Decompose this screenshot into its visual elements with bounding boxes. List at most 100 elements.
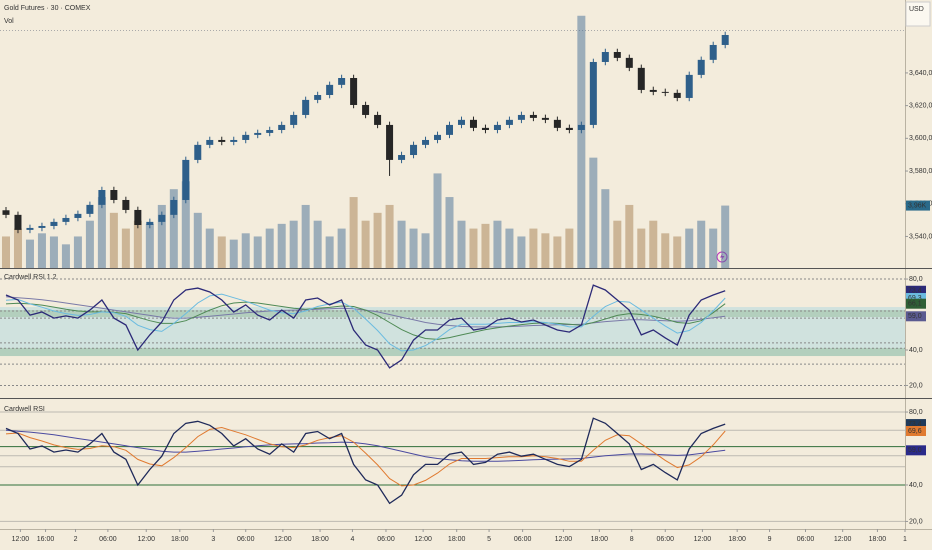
volume-bar: [553, 236, 562, 268]
candle-body: [86, 204, 94, 214]
candle-body: [278, 124, 286, 130]
series-line: [5, 417, 726, 505]
volume-bar: [445, 197, 454, 268]
volume-badge: [906, 200, 930, 211]
volume-bar: [589, 157, 598, 268]
y-tick-label: 40,0: [909, 482, 923, 489]
x-tick-label: 18:00: [869, 536, 887, 543]
series-line: [5, 293, 726, 352]
volume-bar: [313, 220, 322, 268]
candle-body: [374, 114, 382, 125]
candle-body: [158, 214, 166, 222]
y-tick-label: 3,620,0: [909, 102, 932, 109]
volume-bar: [637, 228, 646, 268]
candle-body: [577, 124, 585, 130]
candle-body: [589, 61, 597, 125]
candle-body: [134, 209, 142, 225]
series-line: [5, 284, 726, 369]
volume-bar: [373, 212, 382, 268]
volume-bar: [709, 228, 718, 268]
y-tick-label: 20,0: [909, 382, 923, 389]
candle-body: [122, 199, 130, 210]
y-tick-label: 3,600,0: [909, 135, 932, 142]
volume-bar: [433, 173, 442, 268]
candle-body: [230, 139, 238, 142]
x-tick-label: 5: [487, 536, 491, 543]
volume-bar: [577, 15, 586, 268]
volume-bar: [361, 220, 370, 268]
volume-bar: [601, 189, 610, 268]
x-tick-label: 18:00: [728, 536, 746, 543]
candle-body: [517, 114, 525, 120]
x-tick-label: 18:00: [591, 536, 609, 543]
x-tick-label: 1: [903, 536, 907, 543]
pane-title: Cardwell RSI: [4, 406, 45, 413]
candle-body: [2, 210, 10, 215]
candle-body: [74, 213, 82, 218]
x-tick-label: 06:00: [797, 536, 815, 543]
volume-bar: [133, 220, 142, 268]
volume-bar: [385, 204, 394, 268]
chart-title: Gold Futures · 30 · COMEX: [4, 5, 91, 12]
volume-label: Vol: [4, 18, 14, 25]
candle-body: [50, 221, 58, 226]
candle-body: [242, 134, 250, 140]
currency[interactable]: USD: [909, 6, 924, 13]
candle-body: [62, 217, 70, 222]
candle-body: [26, 227, 34, 230]
candle-body: [434, 134, 442, 140]
y-tick-label: 20,0: [909, 518, 923, 525]
volume-bar: [457, 220, 466, 268]
candle-body: [170, 199, 178, 215]
volume-bar: [49, 236, 58, 268]
candle-body: [565, 127, 573, 130]
volume-bar: [409, 228, 418, 268]
series-line: [5, 429, 726, 462]
value-badge-label: 59,0: [908, 313, 922, 320]
candle-body: [709, 44, 717, 60]
candle-body: [290, 114, 298, 125]
value-badge-label: 73,4: [908, 288, 922, 295]
x-tick-label: 12:00: [834, 536, 852, 543]
candle-body: [505, 119, 513, 125]
candle-body: [182, 159, 190, 200]
series-line: [5, 301, 726, 340]
volume-bar: [265, 228, 274, 268]
candle-body: [422, 139, 430, 145]
volume-bar: [613, 220, 622, 268]
volume-bar: [289, 220, 298, 268]
volume-bar: [1, 236, 10, 268]
candle-body: [661, 91, 669, 93]
x-tick-label: 12:00: [694, 536, 712, 543]
y-tick-label: 80,0: [909, 276, 923, 283]
candle-body: [457, 119, 465, 125]
candle-body: [38, 225, 46, 228]
candle-body: [254, 132, 262, 135]
x-tick-label: 06:00: [99, 536, 117, 543]
value-badge: [906, 285, 926, 296]
volume-bar: [493, 220, 502, 268]
volume-bar: [661, 233, 670, 268]
x-tick-label: 06:00: [514, 536, 532, 543]
candle-body: [541, 117, 549, 120]
value-badge: [906, 298, 926, 309]
volume-bar: [337, 228, 346, 268]
candle-body: [446, 124, 454, 135]
volume-bar: [217, 236, 226, 268]
volume-bar: [145, 223, 154, 268]
x-tick-label: 12:00: [137, 536, 155, 543]
volume-bar: [157, 204, 166, 268]
volume-bar: [349, 197, 358, 268]
x-tick-label: 2: [74, 536, 78, 543]
volume-bar: [85, 220, 94, 268]
y-tick-label: 3,580,0: [909, 168, 932, 175]
candle-body: [529, 114, 537, 118]
currency-box[interactable]: [905, 1, 931, 27]
value-badge: [906, 419, 926, 430]
candle-body: [350, 77, 358, 105]
x-tick-label: 16:00: [37, 536, 55, 543]
volume-bar: [121, 228, 130, 268]
candle-body: [625, 57, 633, 68]
candle-body: [218, 139, 226, 142]
